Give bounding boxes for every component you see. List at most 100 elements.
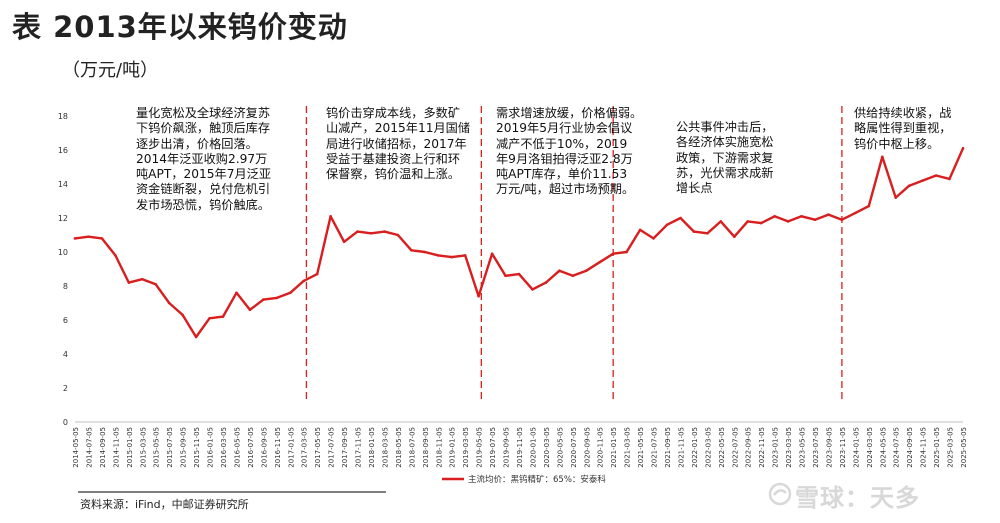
x-tick-label: 2018-07-05 bbox=[408, 427, 416, 468]
annotation-2: 钨价击穿成本线，多数矿 山减产，2015年11月国储 局进行收储招标，2017年… bbox=[326, 106, 471, 182]
x-tick-label: 2016-05-05 bbox=[233, 427, 241, 468]
data-point bbox=[477, 294, 480, 298]
annotation-3: 需求增速放缓，价格偏弱。 2019年5月行业协会倡议 减产不低于10%，2019… bbox=[496, 106, 643, 197]
data-point bbox=[934, 174, 938, 177]
x-tick-label: 2017-03-05 bbox=[301, 427, 309, 468]
x-tick-label: 2020-05-05 bbox=[556, 427, 564, 468]
data-point bbox=[114, 254, 117, 257]
data-point bbox=[759, 221, 763, 225]
annotation-1: 量化宽松及全球经济复苏 下钨价飙涨，触顶后库存 逐步出清，价格回落。 2014年… bbox=[136, 106, 272, 212]
x-tick-label: 2015-05-05 bbox=[153, 427, 161, 468]
data-point bbox=[383, 230, 386, 233]
x-tick-label: 2024-05-05 bbox=[879, 427, 887, 468]
x-tick-label: 2019-09-05 bbox=[503, 427, 511, 468]
data-point bbox=[315, 272, 319, 276]
annotation-5: 供给持续收紧，战 略属性得到重视， 钨价中枢上移。 bbox=[854, 106, 952, 151]
x-tick-label: 2021-07-05 bbox=[651, 427, 659, 468]
data-point bbox=[813, 218, 817, 221]
x-tick-label: 2016-11-05 bbox=[274, 427, 282, 468]
x-tick-label: 2023-11-05 bbox=[839, 427, 847, 468]
x-tick-label: 2016-07-05 bbox=[247, 427, 255, 468]
data-point bbox=[773, 215, 776, 218]
data-point bbox=[598, 260, 601, 264]
data-point bbox=[369, 232, 373, 235]
data-point bbox=[342, 240, 346, 244]
data-point bbox=[100, 237, 104, 240]
data-point bbox=[490, 252, 494, 255]
x-tick-label: 2019-03-05 bbox=[462, 427, 470, 468]
x-tick-label: 2017-05-05 bbox=[314, 427, 322, 468]
x-tick-label: 2024-07-05 bbox=[893, 427, 901, 468]
data-point bbox=[248, 308, 252, 312]
x-tick-label: 2023-03-05 bbox=[785, 427, 793, 468]
x-tick-label: 2016-09-05 bbox=[260, 427, 268, 468]
x-tick-label: 2025-01-05 bbox=[933, 427, 941, 468]
data-point bbox=[719, 220, 723, 223]
data-point bbox=[262, 298, 265, 301]
x-tick-label: 2015-01-05 bbox=[126, 427, 134, 468]
x-tick-label: 2022-07-05 bbox=[731, 427, 739, 468]
data-point bbox=[127, 281, 131, 284]
data-point bbox=[396, 233, 400, 237]
data-point bbox=[558, 269, 561, 273]
legend-label: 主流均价：黑钨精矿：65%：安泰科 bbox=[468, 474, 606, 485]
x-tick-label: 2017-07-05 bbox=[328, 427, 336, 468]
data-point bbox=[665, 223, 669, 227]
data-point bbox=[544, 281, 548, 284]
x-tick-label: 2022-09-05 bbox=[745, 427, 753, 468]
y-tick-label: 0 bbox=[63, 418, 68, 427]
data-point bbox=[275, 296, 279, 300]
y-tick-label: 14 bbox=[58, 180, 68, 189]
y-tick-label: 12 bbox=[58, 214, 68, 223]
x-tick-label: 2021-05-05 bbox=[637, 427, 645, 468]
x-tick-label: 2019-07-05 bbox=[489, 427, 497, 468]
x-tick-label: 2022-11-05 bbox=[758, 427, 766, 468]
x-tick-label: 2021-09-05 bbox=[664, 427, 672, 468]
y-tick-label: 16 bbox=[58, 146, 68, 155]
x-tick-label: 2025-03-05 bbox=[947, 427, 955, 468]
x-tick-label: 2014-09-05 bbox=[99, 427, 107, 468]
x-tick-label: 2019-01-05 bbox=[449, 427, 457, 468]
unit-label: （万元/吨） bbox=[62, 60, 159, 81]
data-point bbox=[423, 250, 427, 254]
x-tick-label: 2024-09-05 bbox=[906, 427, 914, 468]
data-point bbox=[827, 213, 830, 216]
data-point bbox=[611, 252, 615, 255]
data-point bbox=[638, 228, 642, 232]
data-point bbox=[881, 155, 884, 159]
annotation-4: 公共事件冲击后， 各经济体实施宽松 政策，下游需求复 苏，光伏需求成新 增长点 bbox=[676, 120, 774, 196]
x-tick-label: 2022-03-05 bbox=[704, 427, 712, 468]
data-point bbox=[167, 301, 171, 305]
data-point bbox=[625, 250, 628, 254]
x-tick-label: 2021-03-05 bbox=[624, 427, 632, 468]
data-point bbox=[854, 211, 857, 215]
data-point bbox=[786, 220, 790, 223]
x-tick-label: 2023-07-05 bbox=[812, 427, 820, 468]
x-tick-label: 2022-01-05 bbox=[691, 427, 699, 468]
x-tick-label: 2020-09-05 bbox=[583, 427, 591, 468]
x-tick-label: 2024-11-05 bbox=[920, 427, 928, 468]
x-tick-label: 2017-09-05 bbox=[341, 427, 349, 468]
data-point bbox=[948, 177, 951, 181]
x-tick-label: 2017-11-05 bbox=[355, 427, 363, 468]
data-point bbox=[921, 179, 924, 182]
x-tick-label: 2017-01-05 bbox=[287, 427, 295, 468]
data-point bbox=[517, 272, 521, 276]
data-point bbox=[437, 254, 440, 257]
x-tick-label: 2018-11-05 bbox=[435, 427, 443, 468]
x-tick-label: 2018-03-05 bbox=[381, 427, 389, 468]
data-point bbox=[907, 184, 911, 187]
data-point bbox=[463, 254, 467, 257]
x-tick-label: 2020-01-05 bbox=[529, 427, 537, 468]
data-point bbox=[961, 147, 965, 150]
y-tick-label: 10 bbox=[58, 248, 68, 257]
x-tick-label: 2020-07-05 bbox=[570, 427, 578, 468]
data-point bbox=[221, 315, 225, 318]
x-tick-label: 2024-03-05 bbox=[866, 427, 874, 468]
data-point bbox=[679, 216, 682, 220]
x-tick-label: 2023-09-05 bbox=[825, 427, 833, 468]
snowball-logo-icon bbox=[768, 482, 792, 506]
data-point bbox=[194, 335, 198, 339]
data-point bbox=[87, 235, 90, 238]
y-tick-label: 8 bbox=[63, 282, 68, 291]
